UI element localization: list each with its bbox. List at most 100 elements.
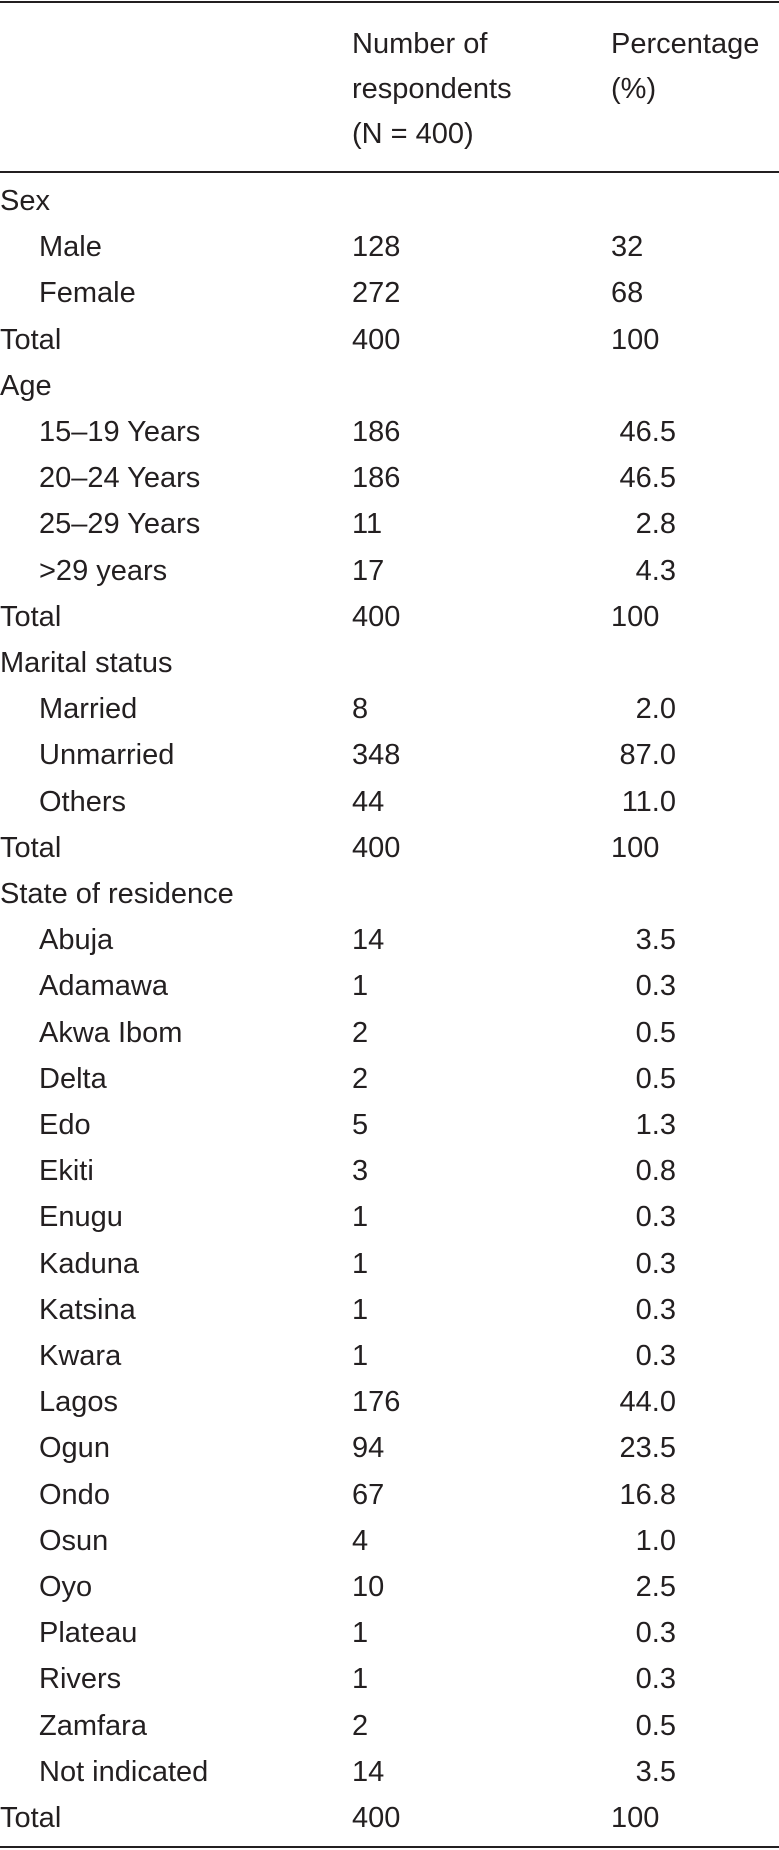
row-label: Plateau xyxy=(39,1617,138,1650)
section-title: Age xyxy=(0,369,52,402)
percentage: 3.5 xyxy=(635,1755,676,1788)
row-label: Not indicated xyxy=(39,1755,209,1788)
percentage: 68 xyxy=(611,277,644,310)
section-title: Marital status xyxy=(0,647,173,679)
row-label: Married xyxy=(39,693,138,726)
total-label: Total xyxy=(0,831,62,864)
section-title: State of residence xyxy=(0,878,234,910)
count: 14 xyxy=(352,924,385,957)
row-label: Female xyxy=(39,277,136,310)
count: 44 xyxy=(352,785,385,818)
total-label: Total xyxy=(0,1802,62,1834)
count: 11 xyxy=(352,508,383,541)
percentage: 0.5 xyxy=(635,1016,676,1049)
percentage: 46.5 xyxy=(619,462,676,495)
count: 2 xyxy=(352,1016,369,1049)
percentage: 0.3 xyxy=(635,970,676,1003)
row-label: Katsina xyxy=(39,1293,136,1326)
percentage: 0.5 xyxy=(635,1062,676,1095)
percentage: 0.3 xyxy=(635,1247,676,1280)
percentage: 0.3 xyxy=(635,1340,676,1372)
row-label: Abuja xyxy=(39,924,114,957)
row-label: Adamawa xyxy=(39,970,168,1003)
row-label: Ekiti xyxy=(39,1155,94,1188)
count: 14 xyxy=(352,1755,385,1788)
percentage: 100 xyxy=(611,831,660,864)
count: 94 xyxy=(352,1432,385,1465)
row-label: Kaduna xyxy=(39,1247,139,1280)
percentage: 0.3 xyxy=(635,1663,676,1696)
row-label: Unmarried xyxy=(39,739,175,772)
percentage: 2.0 xyxy=(635,693,676,726)
row-label: Delta xyxy=(39,1062,107,1095)
row-label: Osun xyxy=(39,1524,109,1557)
percentage: 16.8 xyxy=(619,1478,676,1511)
header-text: (%) xyxy=(611,73,657,105)
row-label: Akwa Ibom xyxy=(39,1016,183,1049)
percentage: 4.3 xyxy=(635,554,676,587)
count: 1 xyxy=(352,1617,369,1650)
bottom-rule xyxy=(0,1846,779,1848)
count: 186 xyxy=(352,462,401,495)
count: 10 xyxy=(352,1571,385,1603)
header-text: respondents xyxy=(352,73,512,105)
count: 1 xyxy=(352,1340,369,1372)
header-text: (N = 400) xyxy=(352,118,474,150)
row-label: Kwara xyxy=(39,1340,122,1372)
count: 1 xyxy=(352,1247,369,1280)
row-label: Rivers xyxy=(39,1663,122,1696)
percentage: 100 xyxy=(611,323,660,356)
row-label: Lagos xyxy=(39,1386,119,1419)
header-text: Percentage xyxy=(611,28,760,60)
percentage: 100 xyxy=(611,1802,660,1834)
count: 272 xyxy=(352,277,401,310)
percentage: 0.3 xyxy=(635,1293,676,1326)
count: 186 xyxy=(352,416,401,448)
count: 348 xyxy=(352,739,401,772)
percentage: 44.0 xyxy=(619,1386,676,1419)
count: 3 xyxy=(352,1155,369,1188)
count: 2 xyxy=(352,1709,369,1742)
percentage: 2.8 xyxy=(635,508,676,541)
percentage: 1.3 xyxy=(635,1109,676,1141)
header-rule xyxy=(0,171,779,173)
row-label: Oyo xyxy=(39,1571,93,1603)
row-label: >29 years xyxy=(39,554,168,587)
count: 400 xyxy=(352,600,401,633)
row-label: 25–29 Years xyxy=(39,508,201,541)
row-label: 20–24 Years xyxy=(39,462,201,495)
row-label: Ondo xyxy=(39,1478,110,1511)
count: 400 xyxy=(352,831,401,864)
row-label: 15–19 Years xyxy=(39,416,201,448)
count: 400 xyxy=(352,1802,401,1834)
percentage: 1.0 xyxy=(635,1524,676,1557)
header-text: Number of xyxy=(352,28,488,60)
count: 400 xyxy=(352,323,401,356)
count: 8 xyxy=(352,693,369,726)
row-label: Ogun xyxy=(39,1432,110,1465)
percentage: 87.0 xyxy=(619,739,676,772)
total-label: Total xyxy=(0,600,62,633)
section-title: Sex xyxy=(0,185,50,217)
percentage: 46.5 xyxy=(619,416,676,448)
percentage: 0.5 xyxy=(635,1709,676,1742)
count: 1 xyxy=(352,1201,369,1234)
row-label: Male xyxy=(39,231,102,264)
top-rule xyxy=(0,1,779,3)
percentage: 0.3 xyxy=(635,1617,676,1650)
count: 2 xyxy=(352,1062,369,1095)
count: 1 xyxy=(352,970,369,1003)
percentage: 100 xyxy=(611,600,660,633)
count: 1 xyxy=(352,1293,369,1326)
percentage: 32 xyxy=(611,231,644,264)
count: 176 xyxy=(352,1386,401,1419)
percentage: 11.0 xyxy=(621,785,676,818)
row-label: Zamfara xyxy=(39,1709,147,1742)
row-label: Edo xyxy=(39,1109,91,1141)
count: 17 xyxy=(352,554,385,587)
count: 4 xyxy=(352,1524,369,1557)
percentage: 0.3 xyxy=(635,1201,676,1234)
row-label: Others xyxy=(39,785,127,818)
count: 128 xyxy=(352,231,401,264)
